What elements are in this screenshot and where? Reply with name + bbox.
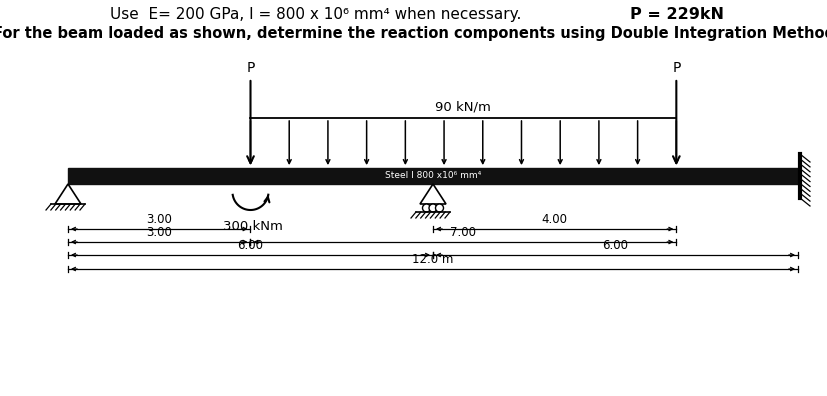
Text: Use  E= 200 GPa, I = 800 x 10⁶ mm⁴ when necessary.   P = 229kN: Use E= 200 GPa, I = 800 x 10⁶ mm⁴ when n… <box>160 7 667 22</box>
Text: 12.0 m: 12.0 m <box>412 253 453 266</box>
Bar <box>68 168 797 184</box>
Text: 3.00: 3.00 <box>146 213 172 226</box>
Polygon shape <box>55 184 81 204</box>
Text: 4.00: 4.00 <box>541 213 567 226</box>
Text: Steel I 800 x10⁶ mm⁴: Steel I 800 x10⁶ mm⁴ <box>385 171 480 181</box>
Text: 90 kN/m: 90 kN/m <box>435 101 490 114</box>
Text: 6.00: 6.00 <box>602 239 628 252</box>
Circle shape <box>428 204 437 212</box>
Polygon shape <box>419 184 446 204</box>
Text: 3.00: 3.00 <box>146 226 172 239</box>
Circle shape <box>422 204 430 212</box>
Text: For the beam loaded as shown, determine the reaction components using Double Int: For the beam loaded as shown, determine … <box>0 26 827 41</box>
Text: 300 kNm: 300 kNm <box>222 220 282 233</box>
Text: P = 229kN: P = 229kN <box>629 7 723 22</box>
Text: Use  E= 200 GPa, I = 800 x 10⁶ mm⁴ when necessary.: Use E= 200 GPa, I = 800 x 10⁶ mm⁴ when n… <box>110 7 521 22</box>
Text: P: P <box>246 61 255 75</box>
Text: 7.00: 7.00 <box>450 226 476 239</box>
Text: P: P <box>672 61 680 75</box>
Circle shape <box>435 204 443 212</box>
Text: 6.00: 6.00 <box>237 239 263 252</box>
